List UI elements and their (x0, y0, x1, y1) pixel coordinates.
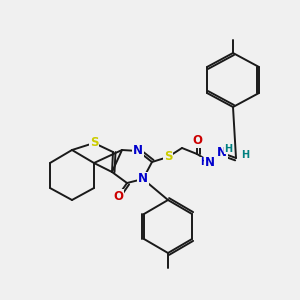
Text: S: S (164, 151, 172, 164)
Text: H: H (241, 150, 249, 160)
Text: N: N (217, 146, 227, 160)
Text: N: N (205, 155, 215, 169)
Text: O: O (192, 134, 202, 148)
Text: S: S (90, 136, 98, 149)
Text: N: N (133, 145, 143, 158)
Text: O: O (113, 190, 123, 202)
Text: H: H (224, 144, 232, 154)
Text: H: H (200, 157, 208, 167)
Text: N: N (138, 172, 148, 185)
